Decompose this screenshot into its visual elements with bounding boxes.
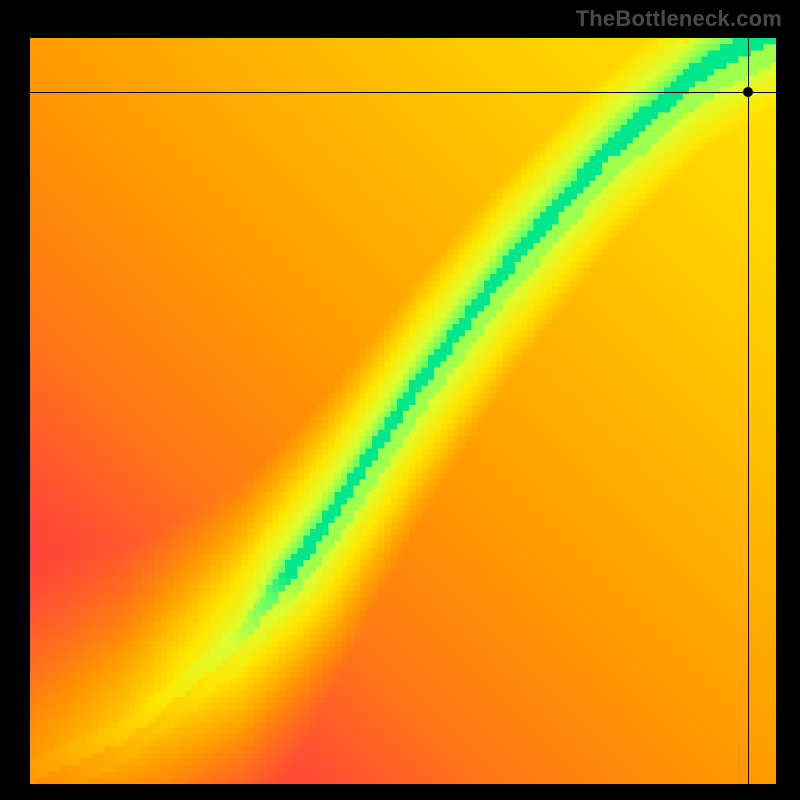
chart-container: TheBottleneck.com bbox=[0, 0, 800, 800]
crosshair-horizontal bbox=[30, 92, 776, 93]
selection-marker bbox=[743, 87, 753, 97]
watermark-text: TheBottleneck.com bbox=[576, 6, 782, 32]
bottleneck-heatmap bbox=[30, 38, 776, 784]
crosshair-vertical bbox=[748, 38, 749, 784]
